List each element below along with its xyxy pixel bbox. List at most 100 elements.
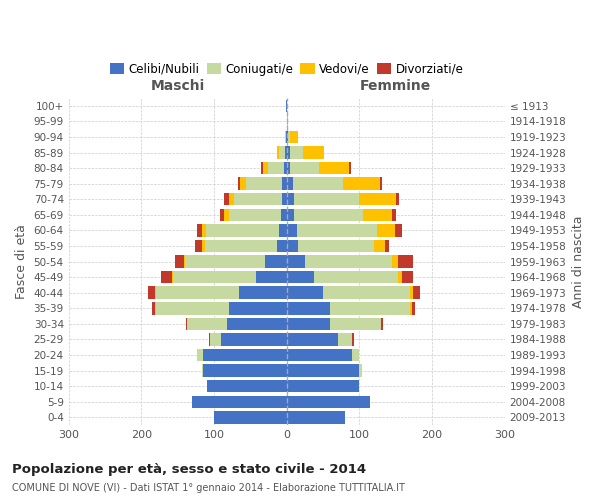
Bar [297,224,377,236]
Bar [175,256,184,268]
Bar [155,302,156,314]
Bar [287,208,294,221]
Bar [185,256,265,268]
Bar [286,100,287,112]
Text: COMUNE DI NOVE (VI) - Dati ISTAT 1° gennaio 2014 - Elaborazione TUTTITALIA.IT: COMUNE DI NOVE (VI) - Dati ISTAT 1° genn… [12,483,405,493]
Bar [293,178,343,190]
Bar [240,178,246,190]
Bar [287,286,323,299]
Bar [197,349,203,362]
Bar [285,146,287,159]
Bar [268,162,284,174]
Bar [209,333,211,345]
Legend: Celibi/Nubili, Coniugati/e, Vedovi/e, Divorziati/e: Celibi/Nubili, Coniugati/e, Vedovi/e, Di… [105,58,469,80]
Bar [352,333,353,345]
Bar [323,286,410,299]
Bar [211,333,221,345]
Bar [305,256,392,268]
Bar [155,286,156,299]
Bar [398,271,401,283]
Bar [287,411,345,424]
Bar [287,302,331,314]
Bar [377,224,395,236]
Bar [363,208,392,221]
Bar [359,364,362,377]
Bar [229,302,287,314]
Bar [256,271,287,283]
Bar [281,193,287,205]
Bar [202,364,203,377]
Bar [277,240,287,252]
Bar [239,286,287,299]
Bar [202,224,206,236]
Bar [349,162,351,174]
Bar [184,256,185,268]
Bar [227,318,287,330]
Bar [229,193,235,205]
Bar [385,240,389,252]
Bar [287,130,288,143]
Bar [197,224,202,236]
Bar [280,146,285,159]
Bar [287,162,290,174]
Bar [287,333,338,345]
Bar [287,271,314,283]
Bar [284,162,287,174]
Bar [294,208,363,221]
Bar [290,146,304,159]
Bar [286,130,287,143]
Bar [195,240,202,252]
Bar [192,396,287,408]
Bar [287,380,359,392]
Bar [401,271,413,283]
Bar [235,193,281,205]
Bar [246,178,283,190]
Bar [156,286,239,299]
Bar [290,130,298,143]
Bar [352,349,359,362]
Bar [410,286,413,299]
Bar [263,162,268,174]
Bar [314,271,398,283]
Bar [410,302,412,314]
Bar [343,178,380,190]
Bar [214,411,287,424]
Bar [395,224,403,236]
Bar [412,302,415,314]
Bar [202,240,205,252]
Bar [380,178,382,190]
Bar [287,364,359,377]
Bar [279,224,287,236]
Bar [298,240,374,252]
Text: Femmine: Femmine [360,80,431,94]
Bar [338,333,352,345]
Bar [205,240,277,252]
Text: Popolazione per età, sesso e stato civile - 2014: Popolazione per età, sesso e stato civil… [12,462,366,475]
Bar [374,240,385,252]
Bar [172,271,173,283]
Bar [287,146,290,159]
Bar [331,318,381,330]
Bar [288,130,290,143]
Bar [224,208,229,221]
Text: Maschi: Maschi [151,80,205,94]
Bar [152,302,155,314]
Y-axis label: Fasce di età: Fasce di età [15,224,28,299]
Bar [392,256,398,268]
Y-axis label: Anni di nascita: Anni di nascita [572,216,585,308]
Bar [277,146,280,159]
Bar [287,224,297,236]
Bar [331,302,410,314]
Bar [287,240,298,252]
Bar [287,396,370,408]
Bar [359,193,396,205]
Bar [413,286,420,299]
Bar [283,178,287,190]
Bar [287,318,331,330]
Bar [290,162,319,174]
Bar [220,208,224,221]
Bar [187,318,227,330]
Bar [229,208,281,221]
Bar [265,256,287,268]
Bar [203,364,287,377]
